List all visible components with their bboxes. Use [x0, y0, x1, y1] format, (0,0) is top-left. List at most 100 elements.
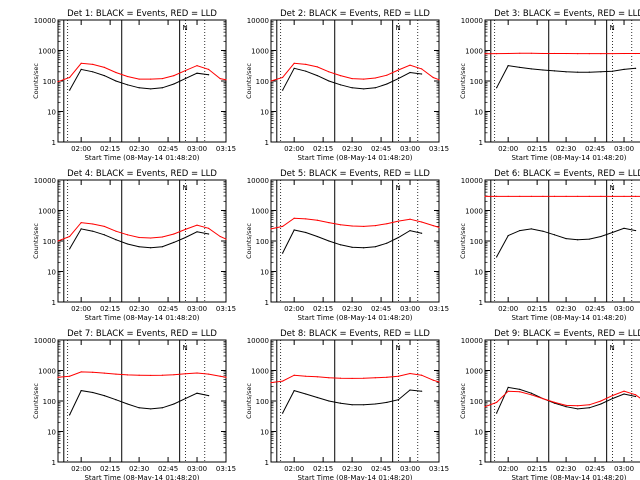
y-axis-label: Counts/sec [245, 383, 253, 419]
data-point-events [328, 80, 330, 82]
data-point-events [623, 227, 625, 229]
series-line-events [282, 229, 422, 254]
y-axis-label: Counts/sec [32, 223, 40, 259]
chart-panel-7: Det 7: BLACK = Events, RED = LLD 1 10 100 10… [32, 329, 236, 480]
x-tick-label: 02:45 [585, 305, 605, 313]
data-point-lld [421, 68, 423, 70]
data-point-lld [184, 69, 187, 72]
data-point-events [374, 87, 376, 89]
chart-panel-5: Det 5: BLACK = Events, RED = LLD 1 10 100 10… [245, 169, 449, 322]
x-tick-label: 03:15 [216, 305, 236, 313]
data-point-events [577, 408, 579, 410]
data-point-events [339, 402, 342, 404]
data-point-lld [293, 374, 295, 376]
data-point-lld [126, 75, 129, 78]
data-point-events [92, 230, 94, 232]
y-tick-label: 100 [256, 398, 269, 406]
data-point-lld [351, 225, 353, 227]
y-tick-label: 10 [47, 429, 56, 437]
chart-panel-2: Det 2: BLACK = Events, RED = LLD 1 10 100 10… [245, 9, 449, 162]
y-tick-label: 1000 [38, 368, 56, 376]
series-line-lld [484, 52, 640, 55]
data-point-events [565, 237, 567, 240]
marker-label: N [183, 344, 188, 352]
data-point-lld [495, 195, 498, 197]
data-point-events [623, 68, 625, 71]
data-point-lld [150, 78, 152, 80]
series-line-events [496, 227, 636, 258]
data-point-lld [103, 66, 105, 68]
y-axis-label: Counts/sec [459, 383, 467, 419]
x-tick-label: 02:45 [158, 145, 178, 153]
plot-frame [484, 179, 640, 303]
y-tick-label: 1000 [251, 208, 269, 216]
data-point-events [184, 77, 187, 80]
data-point-events [68, 248, 71, 250]
y-axis-label: Counts/sec [32, 383, 40, 419]
data-point-events [530, 228, 532, 230]
y-tick-label: 10 [474, 269, 483, 277]
data-point-lld [507, 390, 509, 392]
data-point-events [126, 243, 129, 245]
data-point-events [103, 75, 105, 77]
data-point-events [363, 247, 365, 249]
data-point-events [328, 240, 330, 242]
data-point-lld [173, 374, 175, 376]
plot-frame [57, 19, 227, 143]
x-tick-label: 02:00 [498, 145, 518, 153]
data-point-events [316, 396, 318, 399]
x-tick-label: 03:00 [614, 305, 634, 313]
data-point-lld [80, 222, 82, 224]
data-point-lld [519, 391, 521, 393]
data-point-events [208, 395, 210, 397]
data-point-lld [115, 71, 117, 74]
data-point-lld [519, 52, 521, 54]
x-tick-label: 02:15 [313, 145, 333, 153]
x-axis-label: Start Time (08-May-14 01:48:20) [511, 154, 626, 162]
x-tick-label: 02:15 [313, 305, 333, 313]
chart-panel-4: Det 4: BLACK = Events, RED = LLD 1 10 100 10… [32, 169, 236, 322]
data-point-lld [208, 227, 210, 229]
chart-title: Det 8: BLACK = Events, RED = LLD [280, 329, 430, 339]
plot-frame [484, 19, 640, 143]
data-point-lld [208, 373, 210, 375]
marker-label: N [610, 344, 615, 352]
data-point-lld [484, 406, 486, 408]
data-point-events [600, 71, 602, 73]
data-point-lld [92, 371, 94, 373]
plot-frame [57, 179, 227, 303]
marker-label: N [396, 24, 401, 32]
data-point-lld [588, 404, 590, 406]
data-point-lld [588, 195, 590, 197]
data-point-lld [270, 80, 272, 82]
data-point-events [339, 84, 342, 86]
data-point-events [421, 390, 423, 392]
data-point-events [611, 70, 614, 72]
data-point-events [126, 84, 129, 86]
data-point-events [363, 88, 365, 90]
data-point-events [161, 407, 163, 409]
x-tick-label: 02:00 [498, 465, 518, 473]
data-point-lld [225, 376, 227, 378]
series-line-events [69, 390, 209, 416]
x-tick-label: 02:30 [342, 305, 362, 313]
chart-panel-8: Det 8: BLACK = Events, RED = LLD 1 10 100 10… [245, 329, 449, 480]
data-point-events [363, 404, 365, 406]
x-tick-label: 03:00 [187, 305, 207, 313]
data-point-events [184, 397, 187, 400]
data-point-events [530, 68, 532, 70]
data-point-events [507, 386, 509, 388]
series-line-lld [270, 217, 440, 230]
y-tick-label: 1 [52, 459, 56, 467]
x-axis-label: Start Time (08-May-14 01:48:20) [511, 474, 626, 480]
data-point-lld [281, 76, 284, 79]
y-tick-label: 100 [256, 238, 269, 246]
x-tick-label: 03:00 [400, 465, 420, 473]
data-point-events [80, 68, 82, 71]
data-point-events [293, 67, 295, 69]
data-point-lld [421, 221, 423, 223]
chart-panel-3: Det 3: BLACK = Events, RED = LLD 1 10 100 10… [459, 9, 640, 162]
data-point-events [126, 403, 129, 405]
data-point-lld [219, 77, 221, 80]
data-point-lld [611, 395, 614, 397]
